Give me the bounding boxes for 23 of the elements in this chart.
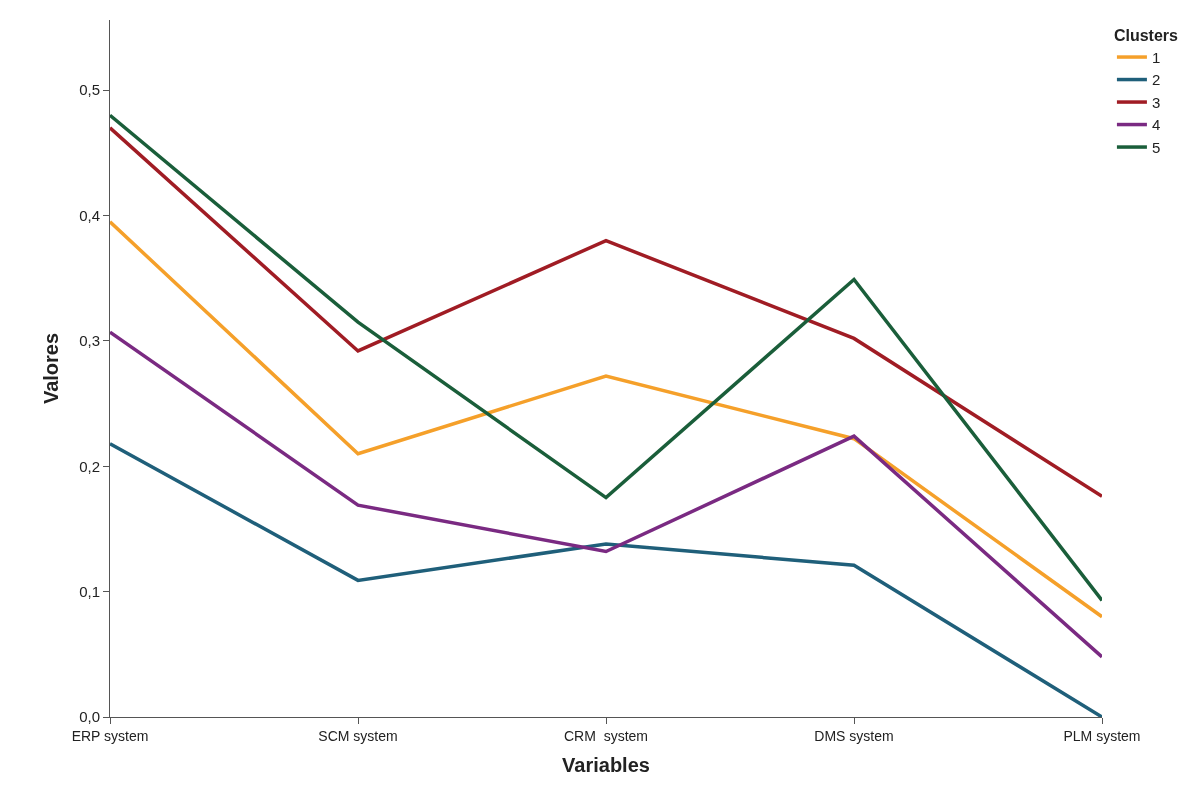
legend-label: 1 <box>1151 48 1161 66</box>
x-tick-label: DMS system <box>814 727 894 744</box>
x-tick-label: SCM system <box>318 727 398 744</box>
line-series <box>110 330 1102 659</box>
x-tick-label: ERP system <box>71 727 149 744</box>
line-series <box>110 126 1102 499</box>
line-series <box>110 220 1102 619</box>
x-tick-label: PLM system <box>1063 727 1141 744</box>
y-tick-label: 0,3 <box>79 332 100 350</box>
y-tick-label: 0,5 <box>79 81 100 99</box>
legend-label: 2 <box>1151 71 1161 89</box>
legend-title: Clusters <box>1113 26 1179 44</box>
y-tick-label: 0,2 <box>79 457 100 475</box>
y-tick-label: 0,1 <box>79 582 100 600</box>
line-series <box>110 113 1102 603</box>
legend-label: 5 <box>1151 138 1161 156</box>
legend-label: 3 <box>1151 93 1161 111</box>
x-tick-label: CRM system <box>564 727 648 744</box>
y-axis-title: Valores <box>39 332 62 405</box>
legend-label: 4 <box>1151 116 1161 134</box>
x-axis-title: Variables <box>562 754 650 777</box>
y-tick-label: 0,0 <box>79 708 100 726</box>
y-tick-label: 0,4 <box>79 206 100 224</box>
